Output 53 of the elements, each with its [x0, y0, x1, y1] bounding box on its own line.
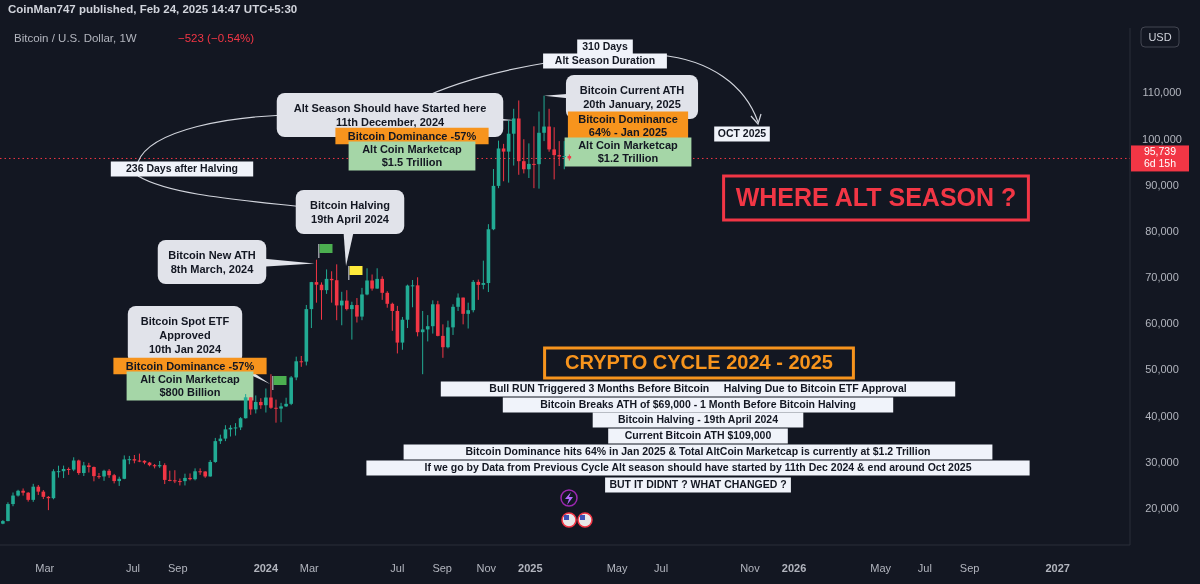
- x-tick-label: Mar: [35, 562, 55, 574]
- x-tick-label: Jul: [917, 562, 932, 574]
- annotation: Bull RUN Triggered 3 Months Before Bitcoin Halving Due to Bitcoin ETF Approval: [489, 382, 907, 395]
- annotation: 236 Days after Halving: [125, 162, 239, 175]
- x-tick-label: 2026: [781, 562, 807, 574]
- y-tick-label: 80,000: [1145, 224, 1179, 237]
- chart-title: Bitcoin / U.S. Dollar, 1W: [14, 32, 137, 44]
- chart-subtitle: −523 (−0.54%): [178, 32, 255, 44]
- annotation: CRYPTO CYCLE 2024 - 2025: [565, 351, 833, 374]
- x-tick-label: May: [870, 562, 892, 574]
- annotation: Bitcoin Halving - 19th April 2024: [617, 413, 779, 426]
- y-tick-label: 60,000: [1145, 317, 1179, 330]
- y-tick-label: 40,000: [1145, 409, 1179, 422]
- x-tick-label: Mar: [299, 562, 320, 574]
- x-tick-label: 2027: [1045, 562, 1070, 574]
- x-tick-label: Sep: [959, 562, 980, 574]
- x-tick-label: Nov: [740, 562, 761, 574]
- y-tick-label: 70,000: [1145, 271, 1179, 284]
- annotation: Alt Coin Marketcap $1.2 Trillion: [578, 139, 679, 164]
- annotation: Alt Coin Marketcap $800 Billion: [140, 373, 241, 398]
- annotation: If we go by Data from Previous Cycle Alt season should have started by 11th Dec 2024 & end around Oct 2025: [424, 461, 972, 474]
- annotation: 310 Days: [582, 40, 628, 53]
- y-tick-label: 20,000: [1145, 501, 1179, 514]
- x-tick-label: 2025: [518, 562, 543, 574]
- text: USD: [1148, 30, 1172, 43]
- annotation: Bitcoin Dominance hits 64% in Jan 2025 & Total AltCoin Marketcap is currently at $1.2 Trillion: [465, 445, 931, 458]
- y-tick-label: 110,000: [1142, 86, 1182, 99]
- ref-line-label: 95,739 6d 15h: [1143, 145, 1177, 170]
- x-tick-label: Jul: [654, 562, 669, 574]
- x-tick-label: Jul: [390, 562, 405, 574]
- x-tick-label: May: [606, 562, 628, 574]
- text: CoinMan747 published, Feb 24, 2025 14:47 UTC+5:30: [8, 3, 298, 15]
- annotation: Alt Coin Marketcap $1.5 Trillion: [362, 143, 463, 168]
- x-tick-label: Sep: [167, 562, 188, 574]
- x-tick-label: 2024: [253, 562, 279, 574]
- y-tick-label: 90,000: [1145, 178, 1179, 191]
- annotation: Bitcoin Breaks ATH of $69,000 - 1 Month Before Bitcoin Halving: [540, 398, 856, 411]
- annotation: Bitcoin Dominance -57%: [125, 359, 255, 372]
- y-tick-label: 100,000: [1142, 132, 1182, 145]
- y-tick-label: 30,000: [1145, 455, 1179, 468]
- annotation: Bitcoin Dominance 64% - Jan 2025: [578, 113, 678, 138]
- annotation: Alt Season Duration: [554, 54, 656, 67]
- annotation: WHERE ALT SEASON ?: [735, 182, 1017, 211]
- annotation: Bitcoin Spot ETF Approved 10th Jan 2024: [140, 314, 230, 355]
- annotation: Bitcoin Halving 19th April 2024: [309, 198, 391, 225]
- x-tick-label: Jul: [125, 562, 140, 574]
- y-tick-label: 50,000: [1145, 363, 1179, 376]
- x-tick-label: Nov: [476, 562, 497, 574]
- annotation: Alt Season Should have Started here 11th December, 2024: [293, 101, 487, 128]
- annotation: BUT IT DIDNT ? WHAT CHANGED ?: [609, 478, 787, 491]
- x-tick-label: Sep: [432, 562, 452, 574]
- annotation: Bitcoin Dominance -57%: [347, 129, 477, 142]
- annotation: Current Bitcoin ATH $109,000: [624, 429, 772, 442]
